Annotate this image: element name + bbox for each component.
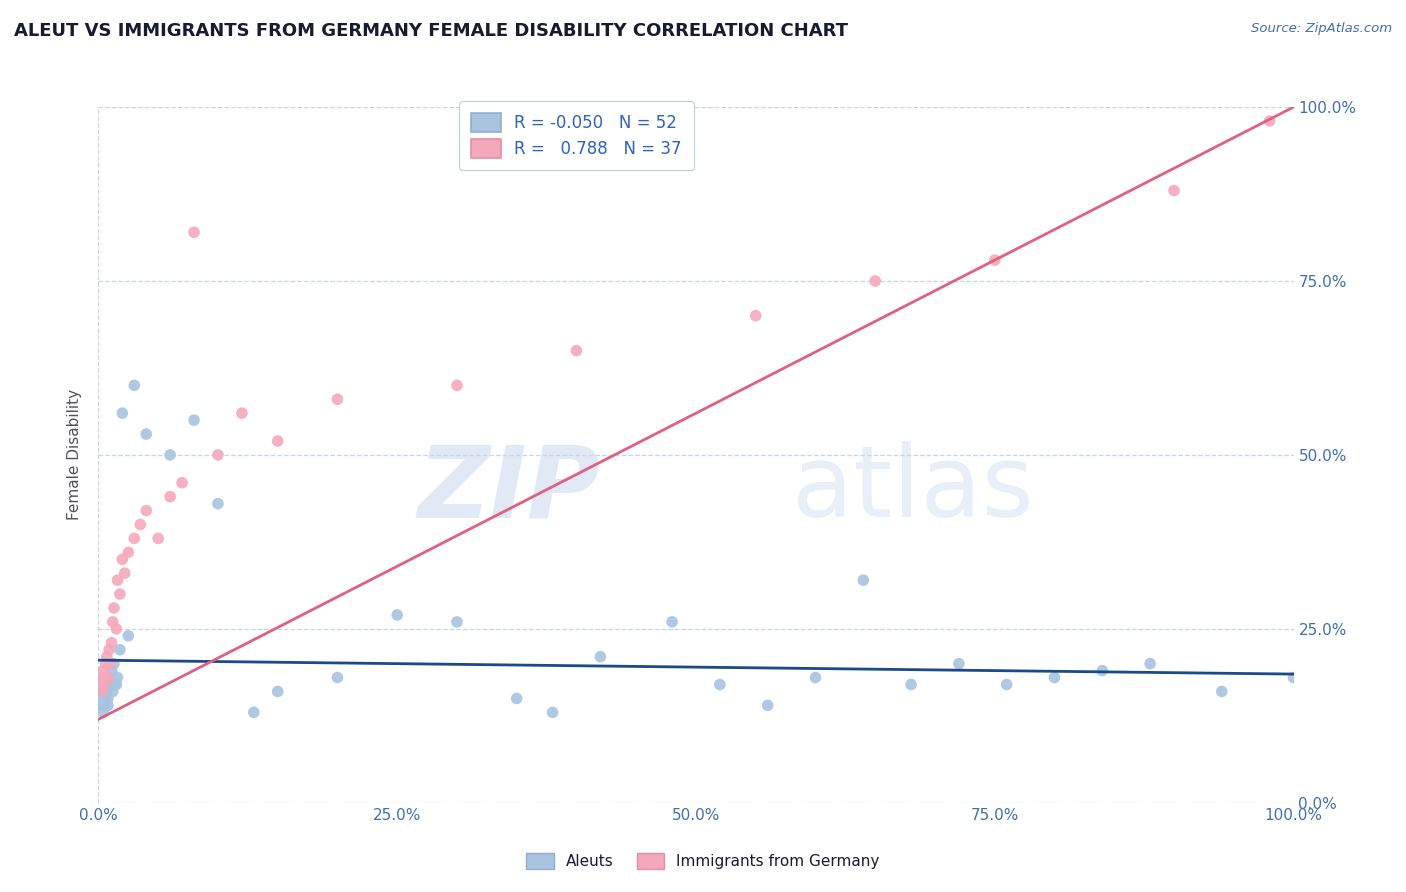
Point: [97, 698, 120, 713]
Text: ZIP: ZIP: [418, 442, 600, 538]
Point: [231, 406, 253, 420]
Point: [661, 615, 683, 629]
Point: [90, 671, 112, 685]
Point: [756, 698, 779, 713]
Point: [541, 706, 564, 720]
Point: [105, 677, 128, 691]
Point: [207, 497, 229, 511]
Point: [852, 573, 875, 587]
Point: [159, 448, 181, 462]
Point: [104, 677, 127, 691]
Point: [91, 671, 114, 685]
Point: [267, 434, 290, 448]
Point: [103, 657, 125, 671]
Point: [91, 664, 114, 678]
Point: [98, 671, 121, 685]
Point: [124, 378, 146, 392]
Point: [94, 691, 117, 706]
Point: [111, 552, 134, 566]
Point: [89, 684, 111, 698]
Point: [100, 636, 122, 650]
Point: [183, 413, 205, 427]
Point: [93, 698, 115, 713]
Point: [148, 532, 170, 546]
Point: [117, 545, 139, 559]
Point: [98, 677, 122, 691]
Point: [446, 615, 468, 629]
Point: [1091, 664, 1114, 678]
Point: [589, 649, 612, 664]
Point: [91, 684, 114, 698]
Point: [98, 657, 122, 671]
Point: [96, 677, 118, 691]
Point: [91, 706, 114, 720]
Point: [90, 677, 112, 691]
Point: [96, 649, 118, 664]
Point: [900, 677, 922, 691]
Point: [114, 566, 136, 581]
Point: [183, 225, 205, 239]
Text: atlas: atlas: [792, 442, 1033, 538]
Point: [995, 677, 1018, 691]
Point: [100, 664, 122, 678]
Point: [93, 677, 115, 691]
Point: [984, 253, 1007, 268]
Y-axis label: Female Disability: Female Disability: [67, 389, 83, 521]
Point: [107, 573, 129, 587]
Point: [506, 691, 529, 706]
Legend: R = -0.050   N = 52, R =   0.788   N = 37: R = -0.050 N = 52, R = 0.788 N = 37: [460, 102, 693, 170]
Point: [172, 475, 194, 490]
Point: [129, 517, 152, 532]
Point: [243, 706, 266, 720]
Point: [97, 691, 120, 706]
Point: [111, 406, 134, 420]
Point: [135, 427, 157, 442]
Text: Source: ZipAtlas.com: Source: ZipAtlas.com: [1251, 22, 1392, 36]
Point: [117, 629, 139, 643]
Point: [94, 671, 117, 685]
Point: [135, 503, 157, 517]
Point: [1139, 657, 1161, 671]
Point: [91, 684, 114, 698]
Point: [94, 657, 117, 671]
Point: [745, 309, 768, 323]
Point: [108, 642, 131, 657]
Point: [108, 587, 131, 601]
Point: [101, 615, 124, 629]
Point: [863, 274, 887, 288]
Point: [124, 532, 146, 546]
Point: [1043, 671, 1066, 685]
Point: [326, 392, 349, 407]
Point: [97, 671, 120, 685]
Point: [1258, 114, 1281, 128]
Point: [98, 642, 121, 657]
Point: [101, 684, 124, 698]
Point: [103, 601, 125, 615]
Point: [385, 607, 409, 622]
Point: [90, 698, 112, 713]
Point: [267, 684, 290, 698]
Point: [105, 622, 128, 636]
Point: [1163, 184, 1185, 198]
Point: [1282, 671, 1305, 685]
Legend: Aleuts, Immigrants from Germany: Aleuts, Immigrants from Germany: [520, 847, 886, 875]
Point: [326, 671, 349, 685]
Point: [804, 671, 827, 685]
Point: [565, 343, 588, 358]
Point: [709, 677, 731, 691]
Point: [1211, 684, 1233, 698]
Point: [948, 657, 970, 671]
Point: [107, 671, 129, 685]
Point: [89, 677, 111, 691]
Point: [446, 378, 468, 392]
Point: [96, 684, 118, 698]
Point: [159, 490, 181, 504]
Point: [91, 691, 114, 706]
Point: [93, 677, 115, 691]
Text: ALEUT VS IMMIGRANTS FROM GERMANY FEMALE DISABILITY CORRELATION CHART: ALEUT VS IMMIGRANTS FROM GERMANY FEMALE …: [14, 22, 848, 40]
Point: [207, 448, 229, 462]
